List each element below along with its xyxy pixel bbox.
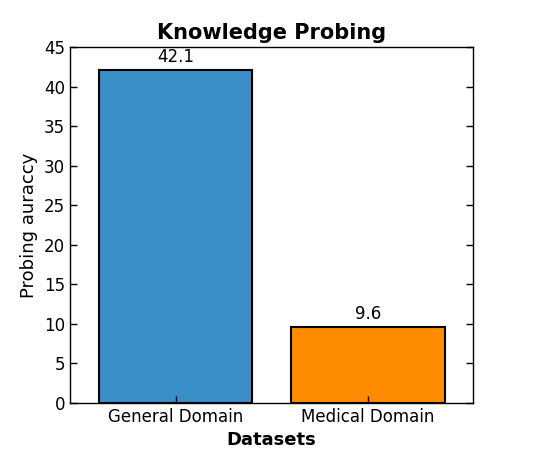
Text: 42.1: 42.1 [157,48,194,66]
Bar [99,70,252,403]
Bar [291,327,444,403]
Y-axis label: Probing auraccy: Probing auraccy [20,153,38,298]
Title: Knowledge Probing: Knowledge Probing [157,23,386,43]
Text: 9.6: 9.6 [355,305,381,323]
X-axis label: Datasets: Datasets [227,431,316,449]
